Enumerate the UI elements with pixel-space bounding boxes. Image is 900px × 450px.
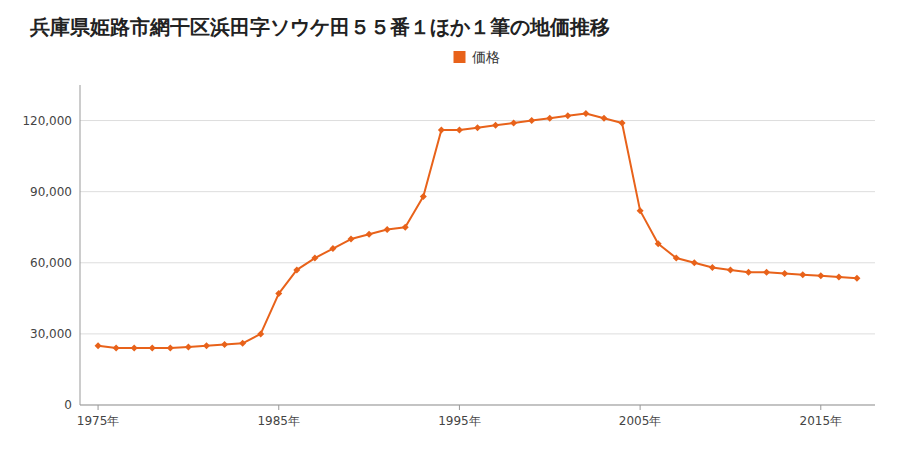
y-tick-label: 60,000 [30,256,72,270]
point [564,112,571,119]
y-tick-label: 120,000 [22,114,72,128]
point [438,127,445,134]
point [113,345,120,352]
point [619,119,626,126]
point [835,274,842,281]
point [348,236,355,243]
point [149,345,156,352]
legend-label: 価格 [472,49,500,65]
point [709,264,716,271]
x-axis [80,405,875,406]
x-tick [98,405,99,410]
point [763,269,770,276]
point [637,207,644,214]
y-axis [80,85,81,405]
point [546,115,553,122]
point [691,259,698,266]
plot-area [95,110,861,352]
point [293,266,300,273]
x-tick [459,405,460,410]
grid-line [80,333,875,334]
y-tick-label: 0 [64,398,72,412]
grid-line [80,191,875,192]
point [167,345,174,352]
x-tick-label: 1975年 [77,414,120,428]
point [384,226,391,233]
point [727,266,734,273]
line [98,113,857,348]
point [492,122,499,129]
grid-line [80,120,875,121]
point [221,341,228,348]
title: 兵庫県姫路市網干区浜田字ソウケ田５５番１ほか１筆の地価推移 [29,15,610,39]
point [275,290,282,297]
point [95,342,102,349]
point [131,345,138,352]
x-tick-label: 2015年 [800,414,843,428]
point [366,231,373,238]
legend-swatch [454,51,466,63]
x-tick-label: 1995年 [438,414,481,428]
point [420,193,427,200]
point [510,119,517,126]
point [329,245,336,252]
x-tick [278,405,279,410]
point [456,127,463,134]
point [745,269,752,276]
point [257,330,264,337]
point [528,117,535,124]
grid-line [80,262,875,263]
y-tick-label: 90,000 [30,185,72,199]
y-tick-label: 30,000 [30,327,72,341]
point [817,272,824,279]
point [185,343,192,350]
point [203,342,210,349]
point [853,275,860,282]
point [402,224,409,231]
grid-line [80,405,875,406]
chart: 兵庫県姫路市網干区浜田字ソウケ田５５番１ほか１筆の地価推移 0 30,000 60,0… [0,0,900,450]
point [673,255,680,262]
point [781,270,788,277]
point [239,340,246,347]
point [582,110,589,117]
legend: 価格 [454,49,500,65]
x-tick-label: 1985年 [257,414,300,428]
point [600,115,607,122]
grid [80,121,875,405]
x-tick [640,405,641,410]
x-tick [820,405,821,410]
x-tick-label: 2005年 [619,414,662,428]
point [311,255,318,262]
point [474,124,481,131]
point [799,271,806,278]
point [655,240,662,247]
